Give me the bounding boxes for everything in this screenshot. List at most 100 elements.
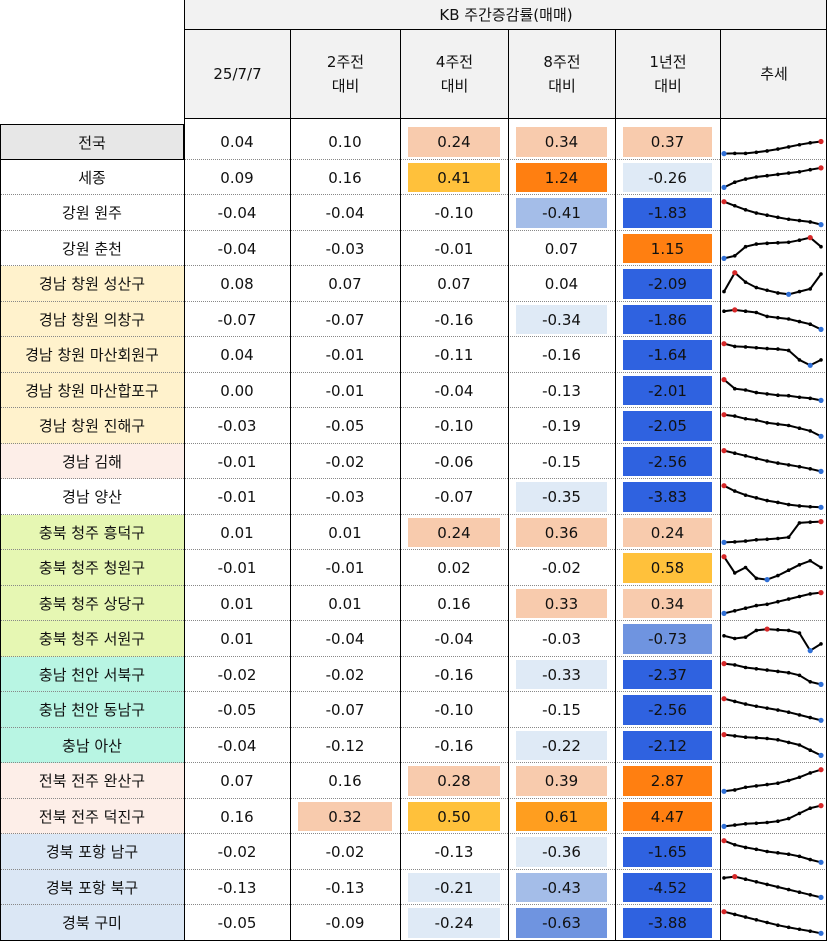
trend-point <box>765 706 769 710</box>
column-divider <box>400 30 401 941</box>
value-text: -0.04 <box>217 736 257 755</box>
trend-point <box>786 670 791 675</box>
value-cell: -0.16 <box>400 728 508 763</box>
trend-max-point <box>721 554 727 560</box>
value-cell: 0.16 <box>400 586 508 621</box>
trend-point <box>732 489 737 493</box>
trend-max-point <box>721 696 727 702</box>
value-text: -0.04 <box>434 381 474 400</box>
trend-point <box>732 180 737 184</box>
trend-point <box>797 319 802 324</box>
value-text: -2.12 <box>623 731 712 760</box>
value-text: 0.04 <box>544 275 579 293</box>
row-region-label: 충남 아산 <box>0 728 184 763</box>
trend-point <box>776 422 780 426</box>
value-cell: -0.24 <box>400 905 508 941</box>
trend-point <box>786 710 791 714</box>
header-bottom-border <box>184 118 827 119</box>
trend-point <box>786 145 791 149</box>
trend-point <box>765 782 769 787</box>
value-text: -0.73 <box>623 624 712 654</box>
column-header-line2: 대비 <box>654 77 682 95</box>
trend-point <box>776 147 780 151</box>
trend-point <box>765 498 769 503</box>
trend-point <box>765 459 769 463</box>
trend-line <box>723 449 822 473</box>
trend-sparkline-cell <box>720 195 827 231</box>
value-cell: -3.88 <box>615 905 720 941</box>
trend-point <box>797 713 802 717</box>
trend-point <box>732 734 737 738</box>
value-cell: -0.04 <box>184 231 290 266</box>
value-text: -0.03 <box>325 239 365 258</box>
trend-min-point <box>721 788 727 794</box>
value-cell: -0.01 <box>184 479 290 515</box>
trend-point <box>786 317 791 321</box>
trend-sparkline <box>721 838 824 865</box>
value-cell: 0.10 <box>290 124 400 160</box>
trend-point <box>797 927 802 932</box>
column-header: 1년전 대비 <box>615 30 720 118</box>
trend-line <box>723 200 822 226</box>
value-cell: -2.05 <box>615 408 720 444</box>
trend-point <box>743 388 748 392</box>
trend-sparkline <box>722 626 823 654</box>
trend-max-point <box>818 803 824 809</box>
trend-point <box>743 309 748 313</box>
value-cell: -0.16 <box>400 657 508 692</box>
value-cell: 0.50 <box>400 799 508 834</box>
value-cell: -0.01 <box>184 550 290 586</box>
value-text: -0.07 <box>217 310 257 329</box>
trend-max-point <box>721 838 727 844</box>
value-text: -0.03 <box>217 417 257 435</box>
trend-sparkline-cell <box>720 479 827 515</box>
trend-point <box>743 606 748 610</box>
value-cell: -0.04 <box>290 195 400 231</box>
trend-line <box>723 697 822 722</box>
trend-point <box>754 603 759 608</box>
value-cell: -0.13 <box>508 373 615 408</box>
value-text: -0.63 <box>516 908 607 938</box>
trend-point <box>786 240 791 245</box>
trend-min-point <box>721 151 727 157</box>
value-cell: -0.13 <box>184 870 290 905</box>
value-text: 1.24 <box>516 163 607 192</box>
value-cell: -0.13 <box>290 870 400 905</box>
value-text: -0.34 <box>516 305 607 334</box>
value-cell: 0.01 <box>184 621 290 657</box>
trend-point <box>765 213 769 217</box>
trend-point <box>776 599 780 604</box>
value-text: -0.13 <box>434 843 474 861</box>
value-cell: -0.63 <box>508 905 615 941</box>
trend-point <box>797 890 802 894</box>
trend-sparkline <box>721 341 823 368</box>
trend-point <box>754 918 759 922</box>
trend-point <box>808 680 813 684</box>
trend-point <box>754 667 759 671</box>
trend-point <box>754 390 759 395</box>
value-cell: -2.01 <box>615 373 720 408</box>
trend-point <box>732 451 737 455</box>
value-cell: -0.41 <box>508 195 615 231</box>
value-cell: -3.83 <box>615 479 720 515</box>
value-cell: 0.36 <box>508 515 615 550</box>
value-text: 0.24 <box>408 518 500 547</box>
value-cell: -0.04 <box>184 195 290 231</box>
value-text: 0.07 <box>220 772 254 790</box>
trend-point <box>797 563 802 567</box>
trend-sparkline <box>721 448 824 474</box>
value-text: -0.10 <box>434 417 474 435</box>
trend-point <box>765 602 769 607</box>
value-text: -1.65 <box>623 837 712 867</box>
row-region-label: 전국 <box>0 124 184 160</box>
column-header-line2: 대비 <box>331 77 360 95</box>
value-text: -0.16 <box>434 736 474 755</box>
row-region-label: 경남 김해 <box>0 444 184 479</box>
trend-point <box>776 923 780 927</box>
value-text: 0.34 <box>516 127 607 157</box>
value-text: -2.09 <box>623 269 712 299</box>
trend-point <box>808 592 813 596</box>
trend-min-point <box>818 894 824 900</box>
value-cell: -0.10 <box>400 692 508 728</box>
value-cell: 1.24 <box>508 160 615 195</box>
